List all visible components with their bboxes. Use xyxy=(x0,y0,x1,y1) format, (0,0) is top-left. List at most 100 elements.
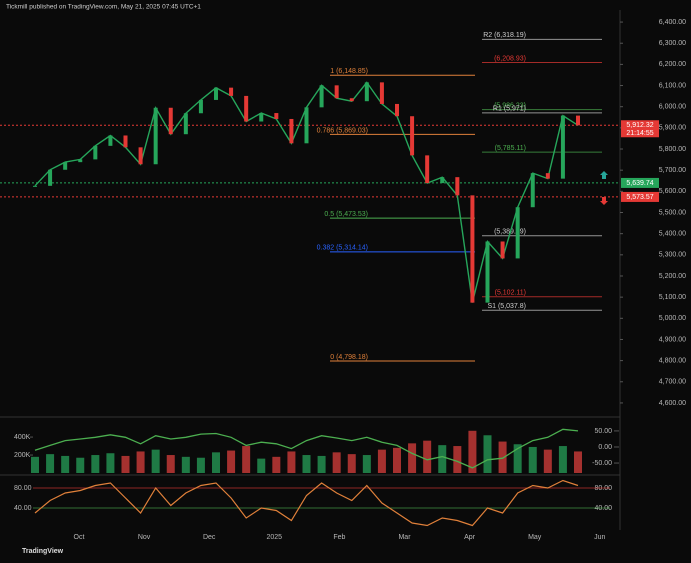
candle xyxy=(425,155,430,184)
fib-label: 1 (6,148.85) xyxy=(330,68,368,75)
y-tick-label: 5,900.00 xyxy=(659,125,686,132)
volume-bar xyxy=(332,452,341,473)
candle xyxy=(33,185,37,187)
candle xyxy=(168,107,173,135)
candle xyxy=(395,103,399,117)
volume-bar xyxy=(121,455,130,473)
candle xyxy=(183,113,188,135)
candle xyxy=(470,195,475,303)
volume-bar xyxy=(362,455,371,473)
volume-bar xyxy=(227,450,236,473)
candle xyxy=(123,135,128,148)
candle xyxy=(63,162,68,170)
y-tick-label: 4,900.00 xyxy=(659,336,686,343)
y-tick-label: 4,800.00 xyxy=(659,357,686,364)
pivot-label: R2 (6,318.19) xyxy=(483,32,526,39)
candle xyxy=(78,159,83,163)
y-tick-label: 5,700.00 xyxy=(659,167,686,174)
pivot-label: (6,208.93) xyxy=(494,55,526,62)
volume-bar xyxy=(498,441,507,473)
volume-bar xyxy=(242,446,251,473)
y-tick-label: 5,200.00 xyxy=(659,273,686,280)
volume-bar xyxy=(76,457,85,473)
fib-label: 0.786 (5,869.03) xyxy=(317,127,368,134)
osc-line xyxy=(34,428,579,469)
candle xyxy=(153,107,158,165)
candle xyxy=(274,113,279,119)
y-tick-label: 5,100.00 xyxy=(659,294,686,301)
osc-tick-label: 0.00 xyxy=(598,444,612,451)
volume-bar xyxy=(393,447,401,473)
volume-bar xyxy=(408,443,417,473)
osc-tick-label: 50.00 xyxy=(594,428,612,435)
volume-bar xyxy=(528,446,537,473)
x-tick-label: Oct xyxy=(74,534,85,541)
volume-bar xyxy=(558,446,567,473)
down-arrow xyxy=(600,197,608,205)
candle xyxy=(319,85,324,108)
volume-tick-label: 200K xyxy=(14,452,31,459)
volume-bar xyxy=(272,456,281,473)
volume-bar xyxy=(438,445,447,473)
price-label: 5,573.57 xyxy=(626,194,653,201)
y-tick-label: 5,400.00 xyxy=(659,231,686,238)
candle xyxy=(379,82,384,104)
volume-bar xyxy=(31,456,39,473)
candle xyxy=(214,87,218,100)
y-tick-label: 6,200.00 xyxy=(659,61,686,68)
candle xyxy=(259,113,264,122)
candle xyxy=(485,241,490,303)
volume-bar xyxy=(181,456,190,473)
x-tick-label: Apr xyxy=(464,534,476,541)
candle xyxy=(455,177,460,196)
candle xyxy=(560,115,565,179)
candle xyxy=(138,147,143,165)
y-tick-label: 4,700.00 xyxy=(659,379,686,386)
fib-label: 0 (4,798.18) xyxy=(330,354,368,361)
y-tick-label: 6,000.00 xyxy=(659,104,686,111)
price-label-box xyxy=(621,120,659,138)
volume-bar xyxy=(468,430,477,473)
candle xyxy=(364,82,369,102)
y-tick-label: 6,400.00 xyxy=(659,19,686,26)
osc-tick-label: -50.00 xyxy=(592,460,612,467)
volume-bar xyxy=(257,458,266,473)
pivot-label: S1 (5,037.8) xyxy=(487,303,526,310)
volume-bar xyxy=(423,440,432,473)
stoch-tick-label: 40.00 xyxy=(14,505,32,512)
candle xyxy=(198,99,203,114)
volume-bar xyxy=(91,455,100,473)
candle xyxy=(93,145,98,160)
candle xyxy=(244,95,249,122)
y-tick-label: 6,300.00 xyxy=(659,40,686,47)
x-tick-label: Dec xyxy=(203,534,216,541)
fib-label: 0.382 (5,314.14) xyxy=(317,245,368,252)
x-tick-label: Mar xyxy=(398,534,411,541)
volume-bar xyxy=(212,452,220,473)
y-tick-label: 5,600.00 xyxy=(659,188,686,195)
candle xyxy=(48,169,53,186)
volume-bar xyxy=(347,454,356,473)
header: Tickmill published on TradingView.com, M… xyxy=(6,4,201,11)
volume-tick-label: 400K xyxy=(14,434,31,441)
volume-bar xyxy=(166,455,175,473)
candle xyxy=(500,241,505,259)
volume-bar xyxy=(317,455,326,473)
pivot-label: (5,785.11) xyxy=(495,145,526,152)
y-tick-label: 5,800.00 xyxy=(659,146,686,153)
price-label: 5,912.32 xyxy=(626,122,653,129)
y-tick-label: 5,500.00 xyxy=(659,209,686,216)
stoch-line xyxy=(34,479,579,527)
y-tick-label: 4,600.00 xyxy=(659,400,686,407)
price-label: 5,639.74 xyxy=(626,180,653,187)
volume-bar xyxy=(196,457,205,473)
candle xyxy=(440,177,445,184)
up-arrow xyxy=(600,171,608,179)
volume-bar xyxy=(574,451,582,473)
volume-bar xyxy=(46,454,55,473)
volume-bar xyxy=(136,451,145,473)
volume-bar xyxy=(483,435,492,473)
x-tick-label: 2025 xyxy=(267,534,283,541)
